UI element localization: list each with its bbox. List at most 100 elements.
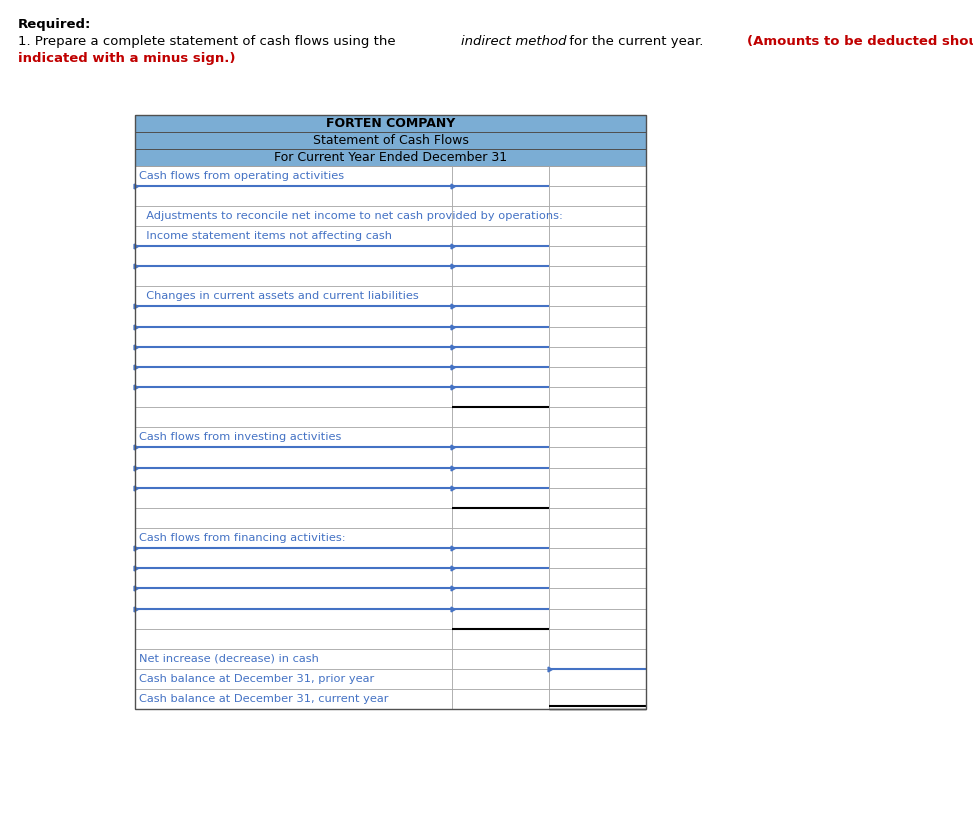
Bar (135, 689, 451, 709)
Text: Cash flows from financing activities:: Cash flows from financing activities: (139, 533, 345, 543)
Bar (549, 629, 646, 648)
Text: Changes in current assets and current liabilities: Changes in current assets and current li… (139, 292, 418, 302)
Bar (451, 569, 549, 588)
Bar (549, 185, 646, 206)
Bar (549, 648, 646, 669)
Bar (135, 629, 451, 648)
Bar (135, 467, 451, 488)
Bar (135, 132, 646, 148)
Bar (549, 669, 646, 689)
Bar (549, 488, 646, 508)
Bar (451, 588, 549, 609)
Bar (549, 307, 646, 326)
Bar (451, 648, 549, 669)
Bar (451, 347, 549, 367)
Bar (135, 185, 451, 206)
Bar (549, 367, 646, 387)
Bar (549, 387, 646, 407)
Bar (135, 115, 646, 132)
Bar (135, 226, 451, 246)
Bar (451, 689, 549, 709)
Bar (135, 266, 451, 286)
Text: Adjustments to reconcile net income to net cash provided by operations:: Adjustments to reconcile net income to n… (139, 211, 562, 221)
Bar (451, 609, 549, 629)
Bar (549, 286, 646, 307)
Bar (135, 367, 451, 387)
Bar (135, 447, 451, 467)
Bar (451, 629, 549, 648)
Text: indirect method: indirect method (461, 35, 566, 48)
Text: Income statement items not affecting cash: Income statement items not affecting cas… (139, 231, 392, 241)
Bar (135, 508, 451, 528)
Bar (451, 166, 549, 185)
Bar (451, 387, 549, 407)
Bar (451, 407, 549, 428)
Bar (451, 246, 549, 266)
Bar (135, 569, 451, 588)
Bar (549, 467, 646, 488)
Bar (135, 246, 451, 266)
Bar (135, 206, 451, 226)
Text: indicated with a minus sign.): indicated with a minus sign.) (18, 52, 235, 65)
Bar (549, 508, 646, 528)
Text: Statement of Cash Flows: Statement of Cash Flows (312, 133, 468, 147)
Text: for the current year.: for the current year. (565, 35, 708, 48)
Bar (451, 467, 549, 488)
Bar (549, 609, 646, 629)
Text: Cash balance at December 31, prior year: Cash balance at December 31, prior year (139, 674, 375, 684)
Bar (135, 609, 451, 629)
Bar (451, 326, 549, 347)
Bar (135, 115, 646, 709)
Text: Net increase (decrease) in cash: Net increase (decrease) in cash (139, 654, 319, 664)
Bar (135, 669, 451, 689)
Bar (451, 447, 549, 467)
Text: Cash flows from operating activities: Cash flows from operating activities (139, 171, 344, 180)
Text: (Amounts to be deducted should be: (Amounts to be deducted should be (747, 35, 973, 48)
Bar (135, 387, 451, 407)
Text: Required:: Required: (18, 18, 90, 31)
Bar (549, 206, 646, 226)
Text: FORTEN COMPANY: FORTEN COMPANY (326, 117, 455, 130)
Bar (549, 528, 646, 548)
Bar (135, 286, 451, 307)
Bar (549, 428, 646, 447)
Bar (451, 307, 549, 326)
Bar (549, 569, 646, 588)
Text: For Current Year Ended December 31: For Current Year Ended December 31 (273, 151, 507, 164)
Bar (451, 266, 549, 286)
Bar (451, 428, 549, 447)
Bar (135, 528, 451, 548)
Bar (451, 367, 549, 387)
Bar (549, 347, 646, 367)
Bar (549, 447, 646, 467)
Bar (451, 185, 549, 206)
Bar (135, 428, 451, 447)
Bar (135, 407, 451, 428)
Bar (135, 166, 451, 185)
Bar (135, 326, 451, 347)
Bar (135, 488, 451, 508)
Bar (451, 669, 549, 689)
Bar (549, 689, 646, 709)
Bar (135, 148, 646, 166)
Bar (451, 488, 549, 508)
Bar (135, 548, 451, 569)
Text: Cash balance at December 31, current year: Cash balance at December 31, current yea… (139, 694, 388, 705)
Bar (549, 266, 646, 286)
Bar (549, 407, 646, 428)
Text: Cash flows from investing activities: Cash flows from investing activities (139, 433, 342, 442)
Bar (549, 588, 646, 609)
Bar (549, 226, 646, 246)
Bar (135, 307, 451, 326)
Bar (451, 548, 549, 569)
Bar (549, 166, 646, 185)
Bar (135, 588, 451, 609)
Bar (451, 206, 549, 226)
Bar (451, 286, 549, 307)
Bar (549, 326, 646, 347)
Bar (549, 548, 646, 569)
Bar (451, 508, 549, 528)
Text: 1. Prepare a complete statement of cash flows using the: 1. Prepare a complete statement of cash … (18, 35, 399, 48)
Bar (451, 226, 549, 246)
Bar (549, 246, 646, 266)
